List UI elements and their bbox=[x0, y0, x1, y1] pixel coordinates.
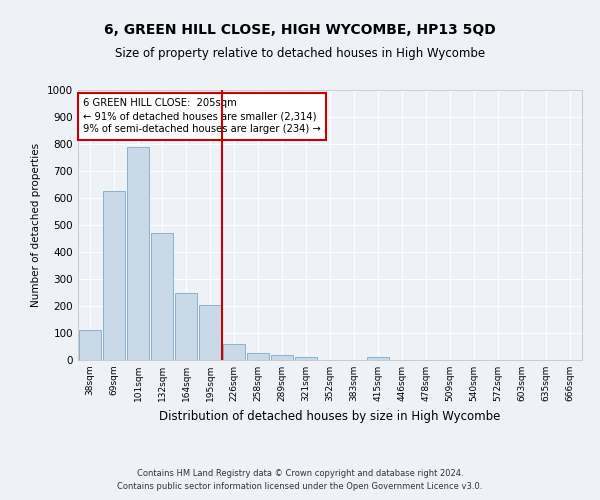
Bar bbox=[79, 330, 101, 360]
Bar bbox=[367, 358, 389, 360]
Bar bbox=[151, 233, 173, 360]
Text: Contains HM Land Registry data © Crown copyright and database right 2024.
Contai: Contains HM Land Registry data © Crown c… bbox=[118, 470, 482, 491]
Bar bbox=[247, 353, 269, 360]
Bar bbox=[103, 191, 125, 360]
Bar bbox=[295, 357, 317, 360]
Text: Size of property relative to detached houses in High Wycombe: Size of property relative to detached ho… bbox=[115, 48, 485, 60]
Text: 6 GREEN HILL CLOSE:  205sqm
← 91% of detached houses are smaller (2,314)
9% of s: 6 GREEN HILL CLOSE: 205sqm ← 91% of deta… bbox=[83, 98, 321, 134]
Bar bbox=[175, 292, 197, 360]
X-axis label: Distribution of detached houses by size in High Wycombe: Distribution of detached houses by size … bbox=[160, 410, 500, 422]
Bar bbox=[223, 344, 245, 360]
Text: 6, GREEN HILL CLOSE, HIGH WYCOMBE, HP13 5QD: 6, GREEN HILL CLOSE, HIGH WYCOMBE, HP13 … bbox=[104, 22, 496, 36]
Bar bbox=[199, 304, 221, 360]
Bar bbox=[127, 146, 149, 360]
Bar bbox=[271, 355, 293, 360]
Y-axis label: Number of detached properties: Number of detached properties bbox=[31, 143, 41, 307]
